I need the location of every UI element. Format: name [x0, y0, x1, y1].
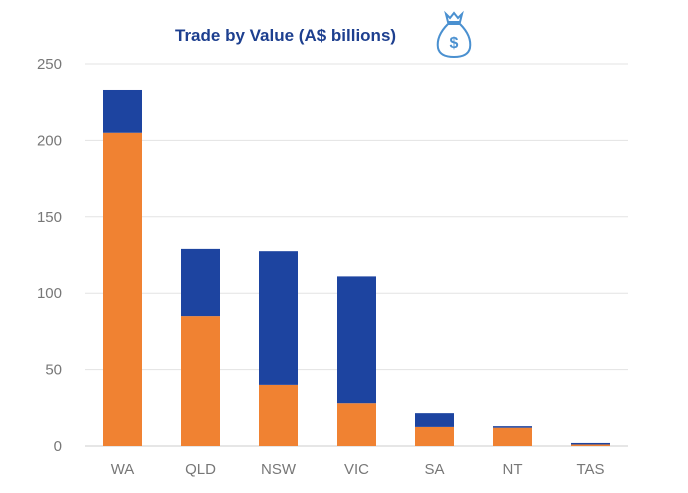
chart-title: Trade by Value (A$ billions) — [175, 26, 397, 45]
x-tick-label: TAS — [576, 461, 604, 478]
y-tick-label: 50 — [45, 362, 62, 379]
y-tick-label: 250 — [37, 56, 62, 73]
bar-tas-series-1 — [571, 444, 610, 446]
bar-nt-series-1 — [493, 427, 532, 446]
bar-wa-series-2 — [103, 89, 142, 133]
bar-sa-series-1 — [415, 426, 454, 446]
bar-vic-series-1 — [337, 403, 376, 446]
bar-nsw-series-1 — [259, 384, 298, 446]
bar-nt-series-2 — [493, 426, 532, 428]
bar-vic-series-2 — [337, 276, 376, 404]
bar-wa-series-1 — [103, 132, 142, 446]
svg-text:$: $ — [450, 35, 459, 52]
y-tick-label: 150 — [37, 209, 62, 226]
x-tick-label: SA — [424, 461, 444, 478]
y-tick-label: 200 — [37, 132, 62, 149]
x-tick-label: VIC — [344, 461, 369, 478]
x-tick-label: NSW — [261, 461, 297, 478]
y-tick-label: 0 — [54, 438, 62, 455]
money-bag-icon: $ — [436, 10, 472, 59]
x-tick-label: WA — [111, 461, 135, 478]
bar-sa-series-2 — [415, 413, 454, 427]
x-tick-label: NT — [503, 461, 523, 478]
bar-nsw-series-2 — [259, 251, 298, 385]
x-tick-label: QLD — [185, 461, 216, 478]
y-tick-label: 100 — [37, 285, 62, 302]
bar-tas-series-2 — [571, 442, 610, 445]
bar-qld-series-1 — [181, 316, 220, 446]
bar-qld-series-2 — [181, 248, 220, 317]
